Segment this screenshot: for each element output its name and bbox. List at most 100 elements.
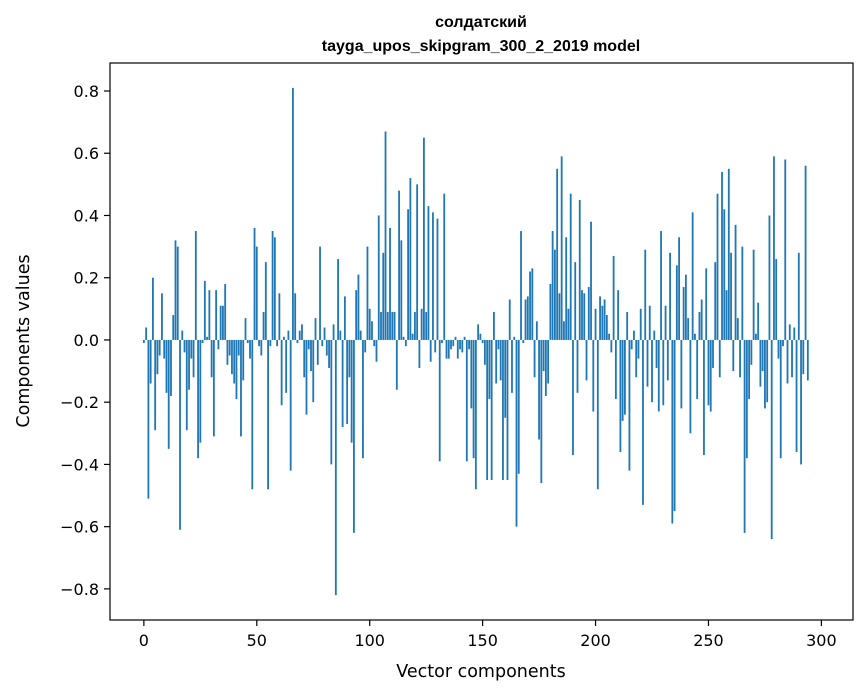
bar [303,339,306,378]
bar [212,339,215,437]
bar [633,330,635,340]
bar [493,311,495,340]
bar [305,339,308,415]
bar [655,339,658,368]
x-tick-label: 50 [247,631,267,650]
bar [486,339,489,480]
bar [696,339,699,400]
bar [490,339,493,480]
bar [675,265,678,340]
bar [531,268,534,340]
bar [709,339,712,412]
bar [750,339,753,365]
x-tick-label: 300 [806,631,837,650]
bar [328,339,330,368]
bar [398,190,400,340]
bar [273,237,276,340]
bar [549,283,552,340]
bar [407,209,410,340]
bar [244,318,247,340]
bar [353,339,355,533]
bar [470,339,473,409]
bar [764,339,766,409]
bar [222,305,224,340]
bar [226,339,229,365]
chart-title-line-1: солдатский [435,14,527,31]
bar [312,339,315,403]
bar [337,259,339,340]
y-tick-label: −0.2 [60,393,99,412]
bar [472,339,475,459]
bar [278,293,281,340]
bar [165,339,168,393]
bar [718,339,721,378]
bar [786,339,789,384]
bar [725,290,728,340]
bar [176,246,179,340]
bar [603,299,606,340]
bar [628,339,631,471]
bar [802,339,805,375]
bar [296,339,299,344]
bar [217,339,220,350]
bar [224,283,227,340]
bars-group [142,87,809,596]
bar [565,237,568,340]
bar [474,339,477,490]
bar [712,339,714,368]
bar [429,339,432,362]
bar [174,240,177,340]
bar [456,339,459,359]
bar [793,327,796,340]
bar [707,339,710,406]
bar [357,274,360,340]
bar [748,339,751,400]
bar [703,339,705,456]
bar [797,252,800,340]
bar [524,299,527,340]
bar [147,339,150,499]
bar [578,199,581,340]
x-tick-label: 0 [139,631,149,650]
x-axis: 0 50 100 150 200 250 300 [139,620,837,650]
bar [513,336,516,340]
bar [773,156,775,340]
bar [416,184,419,340]
bar [574,262,577,340]
bar [249,339,251,359]
bar [260,339,263,356]
bar [689,339,692,434]
bar [601,305,604,340]
bar [653,330,656,340]
bar [515,339,518,527]
bar [479,333,482,340]
bar [664,305,667,340]
bar [194,231,197,340]
bar [522,339,525,344]
bar [526,296,529,340]
bar [542,339,545,372]
bar [673,339,676,512]
bar [700,299,703,340]
bar [599,296,601,340]
bar [648,305,651,340]
bar [314,318,317,340]
bar [384,131,387,340]
bar [240,339,242,437]
bar [784,159,787,340]
bar [201,339,204,344]
bar [678,237,681,340]
y-axis: −0.8 −0.6 −0.4 −0.2 0.0 0.2 0.4 0.6 0.8 [60,82,110,599]
x-tick-label: 100 [354,631,385,650]
bar [721,171,723,340]
y-tick-label: 0.6 [74,144,99,163]
chart-title-line-2: tayga_upos_skipgram_300_2_2019 model [322,38,640,55]
bar [301,324,303,340]
bar [183,339,186,353]
bar [188,339,190,390]
bar [235,339,238,400]
bar [481,339,484,344]
bar [350,339,353,443]
bar [684,274,687,340]
x-tick-label: 250 [693,631,724,650]
